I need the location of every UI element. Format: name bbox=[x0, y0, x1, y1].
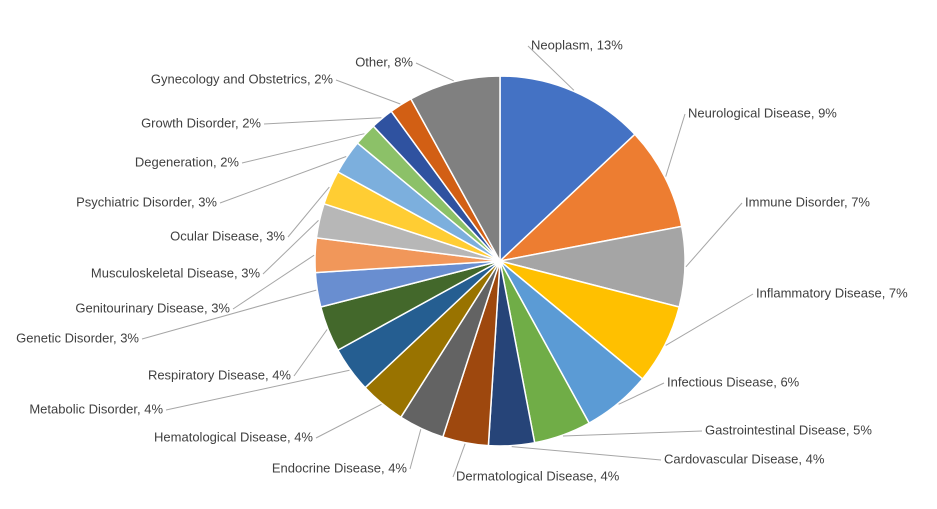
leader-line-musculoskeletal-disease bbox=[262, 220, 319, 275]
pie-slice-neurological-disease bbox=[497, 133, 683, 263]
data-label-infectious-disease: Infectious Disease, 6% bbox=[667, 374, 800, 389]
leader-line-dermatological-disease bbox=[452, 443, 466, 478]
leader-line-psychiatric-disorder bbox=[219, 156, 347, 204]
data-label-metabolic-disorder: Metabolic Disorder, 4% bbox=[29, 401, 163, 416]
data-label-neurological-disease: Neurological Disease, 9% bbox=[688, 105, 837, 120]
data-label-endocrine-disease: Endocrine Disease, 4% bbox=[272, 460, 408, 475]
data-label-hematological-disease: Hematological Disease, 4% bbox=[154, 429, 313, 444]
data-label-immune-disorder: Immune Disorder, 7% bbox=[745, 194, 870, 209]
leader-line-gastrointestinal-disease bbox=[562, 430, 703, 437]
data-label-cardovascular-disease: Cardovascular Disease, 4% bbox=[664, 451, 825, 466]
leader-line-inflammatory-disease bbox=[665, 293, 754, 346]
leader-line-genitourinary-disease bbox=[232, 254, 315, 310]
leader-line-other bbox=[415, 62, 454, 82]
data-label-dermatological-disease: Dermatological Disease, 4% bbox=[456, 468, 620, 483]
data-label-degeneration: Degeneration, 2% bbox=[135, 154, 240, 169]
leader-line-degeneration bbox=[241, 133, 365, 164]
data-label-ocular-disease: Ocular Disease, 3% bbox=[170, 228, 285, 243]
pie-slice-neoplasm bbox=[499, 75, 636, 263]
leader-lines bbox=[141, 45, 754, 478]
data-label-musculoskeletal-disease: Musculoskeletal Disease, 3% bbox=[91, 265, 261, 280]
data-label-respiratory-disease: Respiratory Disease, 4% bbox=[148, 367, 291, 382]
data-label-psychiatric-disorder: Psychiatric Disorder, 3% bbox=[76, 194, 217, 209]
leader-line-ocular-disease bbox=[287, 186, 330, 238]
leader-line-gynecology-and-obstetrics bbox=[335, 79, 401, 105]
leader-line-genetic-disorder bbox=[141, 289, 317, 340]
leader-line-neurological-disease bbox=[665, 113, 686, 177]
data-label-genetic-disorder: Genetic Disorder, 3% bbox=[16, 330, 139, 345]
data-label-gastrointestinal-disease: Gastrointestinal Disease, 5% bbox=[705, 422, 872, 437]
leader-line-metabolic-disorder bbox=[165, 369, 350, 411]
data-label-gynecology-and-obstetrics: Gynecology and Obstetrics, 2% bbox=[151, 71, 334, 86]
pie-slices bbox=[314, 75, 686, 447]
pie-slice-other bbox=[409, 75, 501, 262]
leader-line-growth-disorder bbox=[263, 117, 382, 125]
data-label-neoplasm: Neoplasm, 13% bbox=[531, 37, 623, 52]
data-label-inflammatory-disease: Inflammatory Disease, 7% bbox=[756, 285, 908, 300]
leader-line-endocrine-disease bbox=[409, 429, 422, 470]
data-label-genitourinary-disease: Genitourinary Disease, 3% bbox=[75, 300, 230, 315]
leader-line-infectious-disease bbox=[618, 382, 665, 405]
leader-line-neoplasm bbox=[527, 45, 575, 91]
leader-line-cardovascular-disease bbox=[511, 446, 662, 461]
data-label-other: Other, 8% bbox=[355, 54, 413, 69]
data-label-growth-disorder: Growth Disorder, 2% bbox=[141, 115, 261, 130]
leader-line-immune-disorder bbox=[685, 202, 743, 268]
leader-line-respiratory-disease bbox=[293, 329, 328, 377]
leader-line-hematological-disease bbox=[315, 403, 382, 439]
data-labels: Neoplasm, 13% Neurological Disease, 9% Imm… bbox=[16, 37, 908, 483]
